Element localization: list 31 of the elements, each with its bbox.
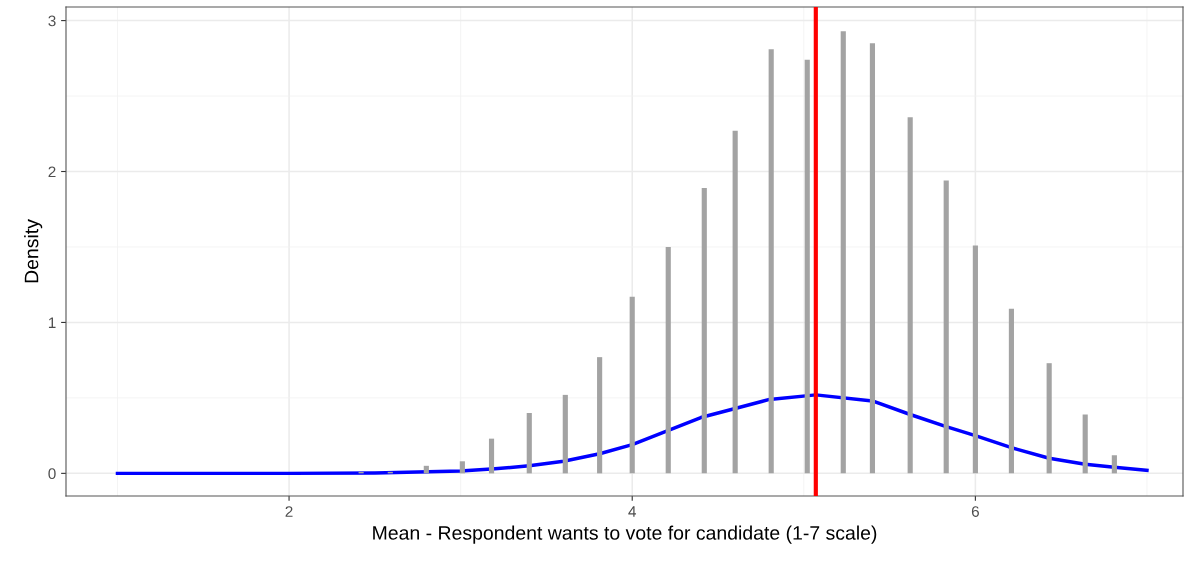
bar bbox=[488, 438, 495, 474]
bar bbox=[701, 188, 707, 474]
bar bbox=[562, 394, 568, 474]
bar bbox=[1046, 363, 1052, 474]
bar bbox=[1008, 308, 1014, 474]
bar bbox=[629, 296, 635, 474]
y-tick-label: 3 bbox=[48, 15, 56, 27]
x-tick-label: 2 bbox=[285, 506, 293, 517]
bar bbox=[943, 180, 949, 474]
bar bbox=[459, 461, 465, 474]
bar bbox=[526, 412, 532, 474]
bar bbox=[768, 49, 774, 474]
y-tick-label: 0 bbox=[48, 468, 56, 480]
bar bbox=[869, 43, 876, 474]
x-axis-title: Mean - Respondent wants to vote for candidate (1-7 scale) bbox=[373, 525, 877, 544]
bar bbox=[732, 130, 738, 474]
y-axis-title: Density bbox=[24, 219, 43, 283]
bar bbox=[804, 59, 810, 474]
bar bbox=[1082, 414, 1088, 474]
bar bbox=[665, 246, 671, 474]
bar bbox=[840, 31, 846, 474]
bar bbox=[972, 245, 978, 474]
y-tick-label: 1 bbox=[48, 317, 56, 328]
bar bbox=[907, 117, 913, 474]
bar bbox=[597, 357, 603, 474]
line-series bbox=[115, 393, 1149, 476]
x-tick-label: 6 bbox=[971, 506, 979, 517]
bar bbox=[1111, 455, 1117, 474]
bar bbox=[423, 465, 429, 474]
x-tick-label: 4 bbox=[628, 506, 637, 517]
y-tick-label: 2 bbox=[48, 166, 56, 178]
